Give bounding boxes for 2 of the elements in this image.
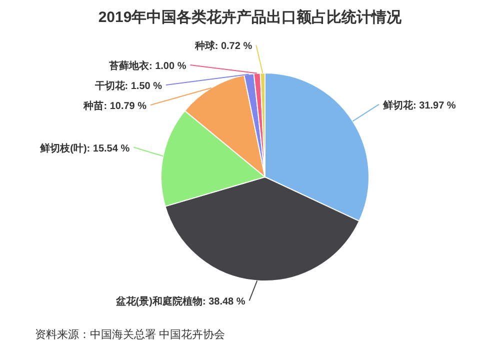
- title: 2019年中国各类花卉产品出口额占比统计情况: [98, 9, 402, 26]
- annotation: 资料来源：中国海关总署 中国花卉协会: [35, 329, 226, 341]
